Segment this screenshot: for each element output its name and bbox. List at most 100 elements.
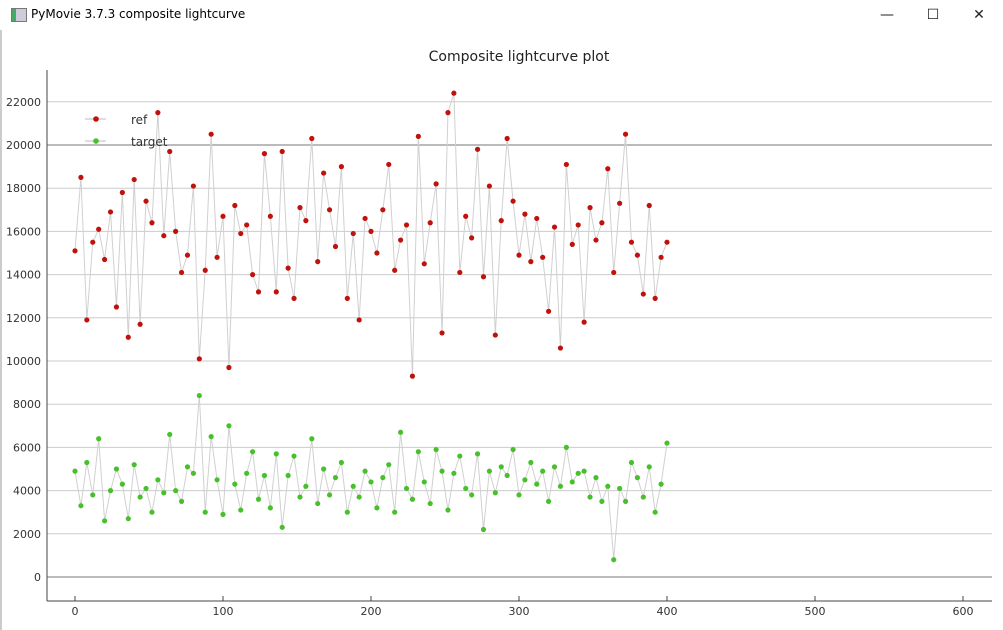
target-point bbox=[267, 505, 273, 511]
ref-point bbox=[658, 254, 664, 260]
target-point bbox=[498, 464, 504, 470]
ref-point bbox=[439, 330, 445, 336]
target-point bbox=[131, 462, 137, 468]
target-point bbox=[427, 500, 433, 507]
ref-point bbox=[581, 319, 587, 325]
lightcurve-chart: Composite lightcurve plot 02000400060008… bbox=[6, 49, 992, 618]
target-point bbox=[356, 494, 362, 500]
target-point bbox=[202, 509, 208, 515]
target-point bbox=[309, 436, 315, 442]
target-point bbox=[315, 500, 321, 507]
target-point bbox=[125, 516, 131, 522]
y-tick-label: 6000 bbox=[13, 441, 41, 454]
target-point bbox=[457, 453, 463, 459]
target-point bbox=[516, 492, 522, 498]
target-point bbox=[469, 492, 475, 498]
ref-point bbox=[208, 131, 214, 137]
ref-point bbox=[569, 241, 575, 247]
target-point bbox=[522, 477, 528, 483]
ref-point bbox=[427, 220, 433, 226]
ref-point bbox=[285, 265, 291, 271]
x-tick-label: 400 bbox=[657, 605, 678, 618]
target-point bbox=[321, 466, 327, 472]
target-point bbox=[208, 434, 214, 440]
target-point bbox=[167, 431, 173, 438]
ref-point bbox=[84, 317, 90, 323]
ref-point bbox=[386, 161, 392, 168]
target-point bbox=[463, 485, 469, 492]
ref-point bbox=[628, 239, 635, 245]
ref-point bbox=[646, 202, 652, 209]
target-point bbox=[143, 485, 149, 492]
window-title: PyMovie 3.7.3 composite lightcurve bbox=[31, 7, 246, 21]
target-point bbox=[403, 485, 410, 492]
ref-point bbox=[131, 176, 137, 183]
ref-point bbox=[273, 289, 279, 295]
ref-point bbox=[178, 269, 185, 276]
x-tick-label: 500 bbox=[805, 605, 826, 618]
y-tick-label: 8000 bbox=[13, 398, 41, 411]
maximize-button[interactable]: ☐ bbox=[926, 7, 940, 23]
target-point bbox=[646, 464, 652, 470]
ref-point bbox=[107, 209, 114, 215]
target-point bbox=[90, 492, 96, 498]
target-point bbox=[214, 477, 220, 483]
ref-point bbox=[244, 222, 250, 228]
ref-point bbox=[102, 256, 108, 263]
target-point bbox=[504, 472, 510, 479]
ref-point bbox=[486, 183, 492, 189]
target-point bbox=[415, 449, 421, 455]
target-point bbox=[569, 479, 575, 485]
target-point bbox=[326, 492, 333, 498]
target-point bbox=[445, 507, 451, 513]
target-point bbox=[658, 481, 664, 487]
ref-point bbox=[125, 334, 131, 340]
legend-ref-label: ref bbox=[131, 113, 148, 127]
ref-point bbox=[463, 213, 469, 219]
target-point bbox=[622, 498, 629, 504]
target-point bbox=[617, 485, 623, 492]
ref-point bbox=[551, 224, 558, 230]
ref-point bbox=[338, 164, 344, 170]
target-point bbox=[332, 475, 339, 481]
target-point bbox=[474, 451, 481, 457]
y-tick-label: 2000 bbox=[13, 528, 41, 541]
ref-point bbox=[220, 213, 226, 219]
target-point bbox=[599, 498, 605, 504]
ref-point bbox=[522, 211, 528, 217]
ref-point bbox=[344, 295, 350, 301]
target-point bbox=[534, 481, 540, 487]
y-tick-label: 22000 bbox=[6, 96, 41, 109]
ref-point bbox=[409, 373, 416, 379]
ref-point bbox=[161, 233, 167, 239]
target-point bbox=[72, 468, 78, 474]
target-point bbox=[344, 509, 350, 515]
ref-point bbox=[368, 228, 374, 234]
ref-point bbox=[380, 207, 386, 213]
ref-point bbox=[238, 230, 244, 237]
x-tick-label: 300 bbox=[509, 605, 530, 618]
legend-target-marker bbox=[93, 138, 99, 144]
legend-target-label: target bbox=[131, 135, 168, 149]
target-point bbox=[587, 494, 593, 500]
ref-point bbox=[433, 181, 439, 187]
target-point bbox=[279, 524, 285, 530]
ref-point bbox=[72, 248, 78, 254]
ref-point bbox=[445, 110, 451, 116]
target-point bbox=[261, 472, 268, 479]
target-point bbox=[196, 392, 202, 399]
close-button[interactable]: ✕ bbox=[973, 7, 985, 23]
minimize-button[interactable]: — bbox=[880, 7, 894, 23]
target-point bbox=[297, 494, 303, 500]
target-point bbox=[250, 449, 256, 455]
ref-point bbox=[563, 161, 569, 168]
ref-point bbox=[480, 274, 487, 280]
target-point bbox=[226, 423, 232, 429]
target-point bbox=[137, 494, 143, 500]
x-tick-label: 600 bbox=[953, 605, 974, 618]
target-point bbox=[528, 459, 534, 466]
ref-point bbox=[516, 252, 522, 258]
y-tick-label: 16000 bbox=[6, 225, 41, 238]
target-point bbox=[350, 483, 356, 489]
ref-point bbox=[326, 207, 333, 213]
